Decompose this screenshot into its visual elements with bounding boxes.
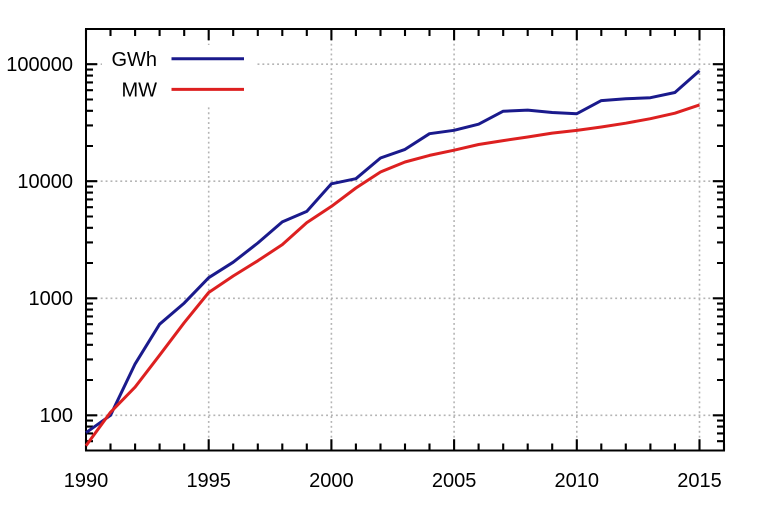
svg-text:2010: 2010 [555,470,600,492]
svg-text:1995: 1995 [186,470,231,492]
svg-text:100: 100 [40,405,73,427]
svg-text:1990: 1990 [64,470,109,492]
svg-text:10000: 10000 [17,171,73,193]
svg-text:2005: 2005 [432,470,477,492]
svg-text:2015: 2015 [677,470,722,492]
svg-text:1000: 1000 [29,288,74,310]
svg-text:MW: MW [121,80,157,102]
svg-text:2000: 2000 [309,470,354,492]
svg-text:GWh: GWh [111,49,157,71]
svg-text:100000: 100000 [6,54,73,76]
